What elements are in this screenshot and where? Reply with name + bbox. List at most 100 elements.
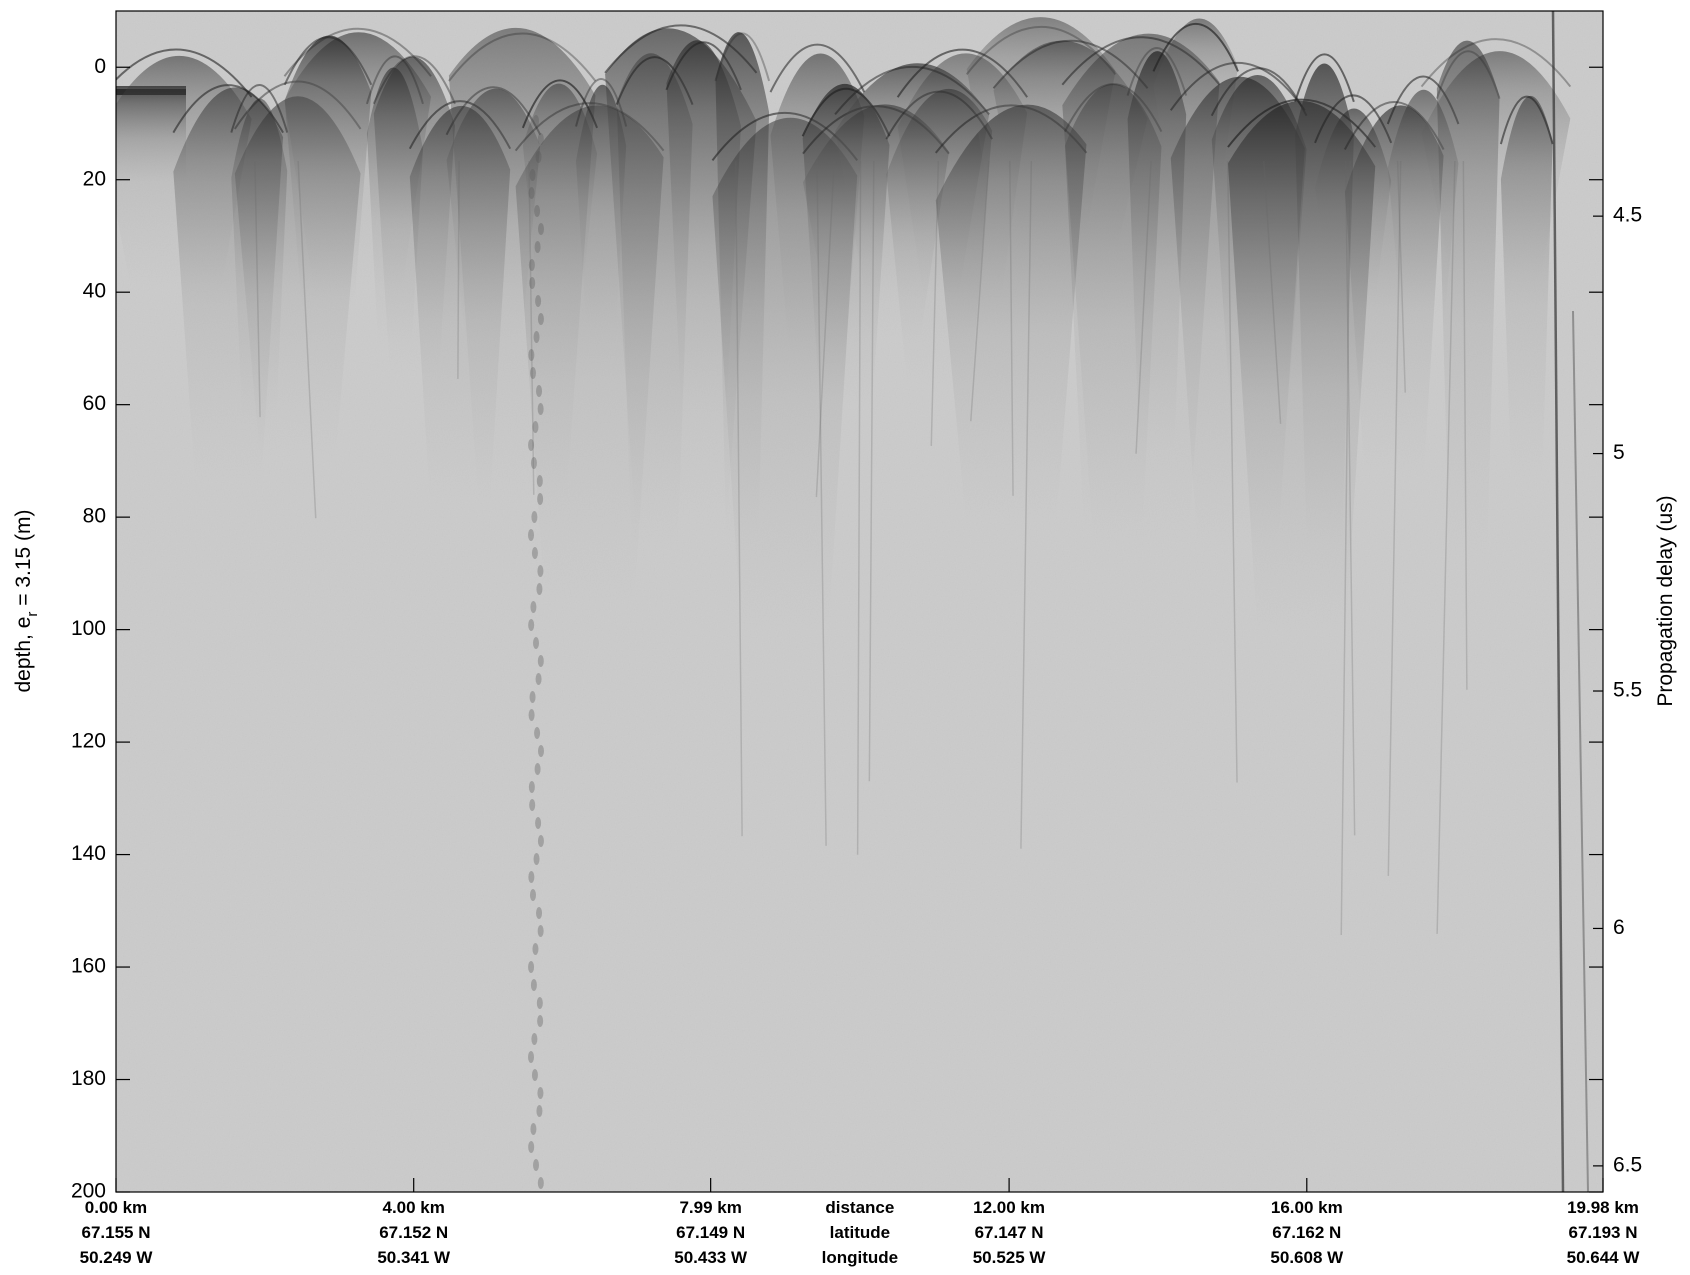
x-tick-latitude: 67.155 N bbox=[82, 1223, 151, 1242]
echo-layer bbox=[714, 32, 771, 82]
echo-streak bbox=[856, 160, 862, 855]
y-tick-label: 160 bbox=[71, 955, 106, 978]
echo-dot bbox=[536, 997, 543, 1009]
echo-layer bbox=[116, 48, 253, 98]
echogram bbox=[116, 11, 1603, 1192]
echo-streak bbox=[1387, 160, 1402, 876]
y-tick-label: 0 bbox=[94, 55, 106, 78]
x-tick-label: 4.00 km bbox=[383, 1198, 445, 1217]
echo-dot bbox=[529, 277, 536, 289]
x-tick-longitude: 50.249 W bbox=[80, 1248, 154, 1267]
echo-dot bbox=[529, 169, 536, 181]
echo-dot bbox=[536, 385, 543, 397]
echo-dot bbox=[528, 781, 535, 793]
echo-dot bbox=[533, 1159, 540, 1171]
y-axis-label: depth, er = 3.15 (m) bbox=[12, 509, 41, 692]
echo-layer bbox=[448, 32, 597, 82]
echo-streak bbox=[930, 160, 940, 446]
echo-dot bbox=[529, 691, 536, 703]
x-tick-label: 0.00 km bbox=[85, 1198, 147, 1217]
echo-dot bbox=[532, 421, 539, 433]
x-tick-longitude: 50.525 W bbox=[973, 1248, 1047, 1267]
echo-dot bbox=[528, 709, 535, 721]
echo-streak bbox=[1263, 160, 1282, 424]
echo-dot bbox=[537, 493, 544, 505]
echo-streak bbox=[970, 160, 990, 422]
echo-dot bbox=[537, 655, 544, 667]
y-tick-label: 140 bbox=[71, 842, 106, 865]
x-tick-latitude: 67.162 N bbox=[1272, 1223, 1341, 1242]
echo-dot bbox=[534, 241, 541, 253]
x-tick-longitude: 50.644 W bbox=[1567, 1248, 1641, 1267]
echo-dot bbox=[537, 313, 544, 325]
axes: 0 20 40 60 80 100 120 140 160 180 200 4.5 5 5.5 6 6.5 0.… bbox=[71, 55, 1642, 1267]
echo-dot bbox=[531, 1033, 538, 1045]
x-tick-longitude: 50.433 W bbox=[674, 1248, 748, 1267]
echo-dot bbox=[530, 979, 537, 991]
echo-streak bbox=[868, 160, 875, 782]
echo-dot bbox=[528, 961, 535, 973]
echo-edge bbox=[1572, 310, 1589, 1192]
echo-streak bbox=[1020, 160, 1033, 849]
echo-streak bbox=[1009, 160, 1014, 496]
y2-axis-label: Propagation delay (us) bbox=[1654, 495, 1677, 706]
echo-streak bbox=[815, 160, 835, 498]
echo-dot bbox=[529, 799, 536, 811]
echo-layer bbox=[1169, 62, 1306, 111]
echo-dot bbox=[535, 295, 542, 307]
echo-streak bbox=[1135, 160, 1152, 454]
echo-dot bbox=[535, 151, 542, 163]
x-tick-longitude: 50.608 W bbox=[1270, 1248, 1344, 1267]
echo-dot bbox=[534, 763, 541, 775]
x-axis-label: latitude bbox=[830, 1223, 890, 1242]
echo-edge bbox=[1551, 11, 1565, 1192]
echo-dot bbox=[537, 1015, 544, 1027]
echo-dot bbox=[533, 637, 540, 649]
echo-dot bbox=[536, 1105, 543, 1117]
echo-streak bbox=[1340, 160, 1351, 935]
x-axis-label: longitude bbox=[822, 1248, 898, 1267]
echo-layer bbox=[1152, 23, 1239, 72]
echo-streak bbox=[734, 160, 743, 837]
y2-tick-label: 4.5 bbox=[1613, 204, 1642, 227]
echo-layer bbox=[1499, 95, 1554, 145]
echo-dot bbox=[528, 439, 535, 451]
y-tick-label: 60 bbox=[83, 392, 106, 415]
echo-dot bbox=[533, 115, 539, 127]
echo-dot bbox=[537, 1177, 544, 1189]
y-axis-label-rest: = 3.15 (m) bbox=[12, 509, 35, 611]
x-axis-label: distance bbox=[825, 1198, 894, 1217]
echo-dome bbox=[1500, 95, 1553, 479]
y-tick-label: 120 bbox=[71, 730, 106, 753]
echo-dot bbox=[529, 889, 536, 901]
echo-dot bbox=[537, 835, 544, 847]
x-tick-latitude: 67.152 N bbox=[379, 1223, 448, 1242]
echo-dot bbox=[536, 583, 543, 595]
y2-tick-label: 5 bbox=[1613, 441, 1625, 464]
echo-streak bbox=[1344, 160, 1356, 836]
echo-streak bbox=[816, 160, 827, 846]
y-tick-label: 180 bbox=[71, 1067, 106, 1090]
echo-dot bbox=[534, 727, 541, 739]
echo-dot bbox=[528, 259, 535, 271]
echo-dot bbox=[537, 403, 544, 415]
x-tick-label: 16.00 km bbox=[1271, 1198, 1343, 1217]
echo-streak bbox=[1226, 160, 1238, 783]
echo-layer bbox=[1210, 67, 1308, 117]
echo-dot bbox=[530, 601, 537, 613]
echo-layer bbox=[283, 27, 432, 77]
echo-dot bbox=[529, 367, 536, 379]
echo-dot bbox=[537, 133, 544, 145]
echo-streak bbox=[1462, 160, 1468, 690]
echo-streak bbox=[1396, 160, 1407, 393]
echo-streak bbox=[457, 160, 460, 379]
x-tick-latitude: 67.147 N bbox=[975, 1223, 1044, 1242]
y-tick-label: 100 bbox=[71, 617, 106, 640]
echo-dot bbox=[537, 223, 544, 235]
echo-dot bbox=[530, 457, 537, 469]
y-tick-label: 20 bbox=[83, 167, 106, 190]
echo-dot bbox=[528, 619, 535, 631]
y-tick-label: 80 bbox=[83, 505, 106, 528]
echo-dot bbox=[531, 511, 538, 523]
